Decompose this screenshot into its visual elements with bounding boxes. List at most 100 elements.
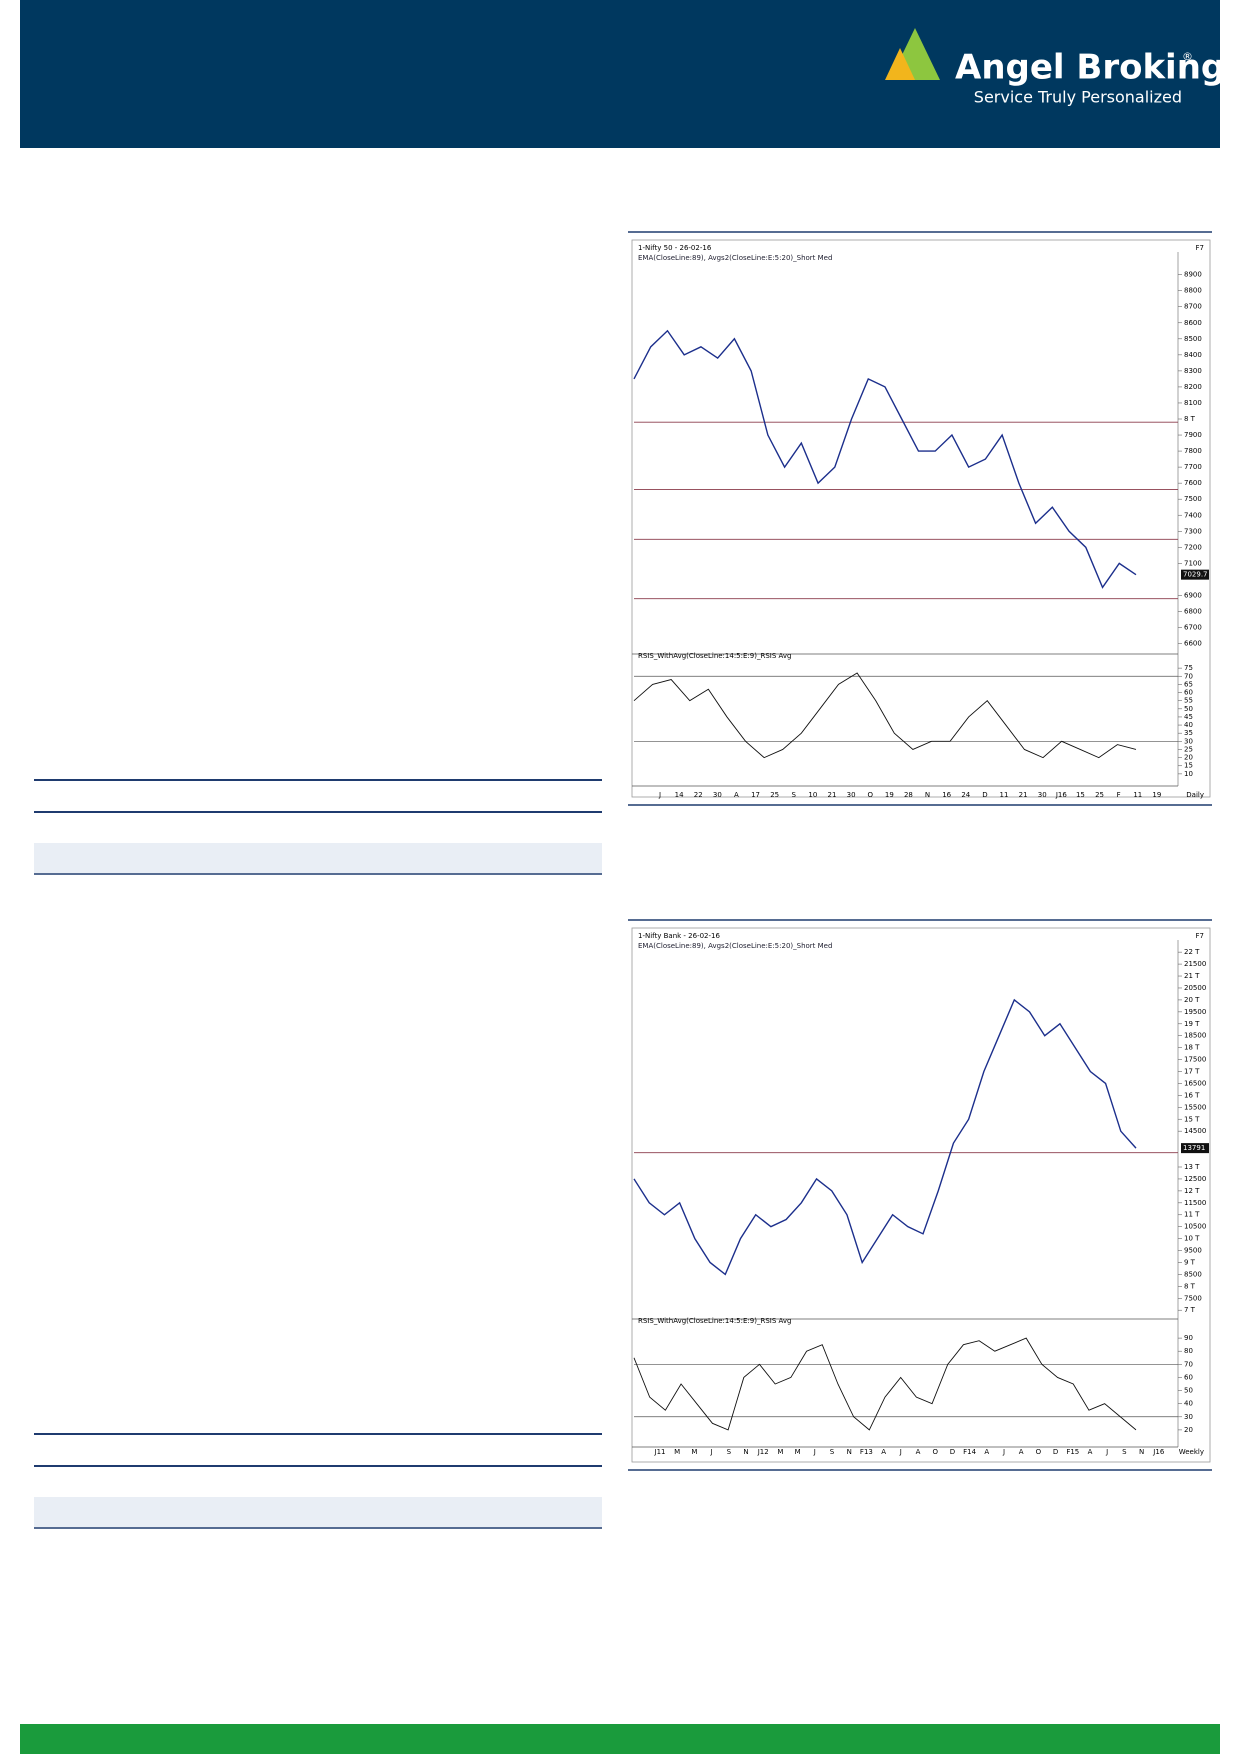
y-tick-label: 8500 <box>1184 1270 1202 1278</box>
y-tick-label: 6600 <box>1184 640 1202 648</box>
x-tick-label: S <box>1122 1448 1127 1456</box>
x-tick-label: 25 <box>1095 791 1104 799</box>
y-tick-label: 15 T <box>1184 1115 1200 1123</box>
x-tick-label: 10 <box>808 791 817 799</box>
y-tick-label: 8400 <box>1184 351 1202 359</box>
x-tick-label: D <box>950 1448 955 1456</box>
y-tick-label: 8800 <box>1184 287 1202 295</box>
x-tick-label: M <box>691 1448 697 1456</box>
x-tick-label: J <box>813 1448 816 1456</box>
x-tick-label: 21 <box>828 791 837 799</box>
table-outline <box>34 779 602 1529</box>
y-tick-label: 40 <box>1184 721 1193 729</box>
y-tick-label: 70 <box>1184 1360 1193 1368</box>
y-tick-label: 50 <box>1184 1387 1193 1395</box>
y-tick-label: 8300 <box>1184 367 1202 375</box>
y-tick-label: 14500 <box>1184 1127 1206 1135</box>
x-tick-label: J16 <box>1055 791 1068 799</box>
y-tick-label: 21 T <box>1184 972 1200 980</box>
chart-frame <box>631 927 1211 1463</box>
y-tick-label: 40 <box>1184 1400 1193 1408</box>
y-tick-label: 7900 <box>1184 431 1202 439</box>
y-tick-label: 7200 <box>1184 543 1202 551</box>
x-tick-label: A <box>984 1448 989 1456</box>
x-tick-label: N <box>743 1448 748 1456</box>
x-tick-label: J <box>1002 1448 1005 1456</box>
y-tick-label: 17500 <box>1184 1056 1206 1064</box>
logo: Angel Broking ® Service Truly Personaliz… <box>885 28 1225 107</box>
y-tick-label: 7100 <box>1184 559 1202 567</box>
x-tick-label: 25 <box>770 791 779 799</box>
x-tick-label: 19 <box>885 791 894 799</box>
chart-frame <box>631 239 1211 798</box>
y-tick-label: 18500 <box>1184 1032 1206 1040</box>
x-tick-label: 17 <box>751 791 760 799</box>
y-tick-label: 7400 <box>1184 511 1202 519</box>
chart-subtitle: EMA(CloseLine:89), Avgs2(CloseLine:E:5:2… <box>638 942 832 950</box>
y-tick-label: 20500 <box>1184 984 1206 992</box>
chart-subtitle: EMA(CloseLine:89), Avgs2(CloseLine:E:5:2… <box>638 254 832 262</box>
x-tick-label: M <box>674 1448 680 1456</box>
y-tick-label: 7600 <box>1184 479 1202 487</box>
x-tick-label: F13 <box>860 1448 873 1456</box>
y-tick-label: 12500 <box>1184 1175 1206 1183</box>
corner-label: F7 <box>1196 244 1204 252</box>
x-tick-label: O <box>932 1448 938 1456</box>
y-tick-label: 21500 <box>1184 960 1206 968</box>
y-tick-label: 50 <box>1184 705 1193 713</box>
y-tick-label: 11500 <box>1184 1199 1206 1207</box>
y-tick-label: 8200 <box>1184 383 1202 391</box>
y-tick-label: 8 T <box>1184 415 1196 423</box>
y-tick-label: 8600 <box>1184 319 1202 327</box>
x-tick-label: A <box>734 791 739 799</box>
x-tick-label: J11 <box>654 1448 666 1456</box>
y-tick-label: 17 T <box>1184 1068 1200 1076</box>
x-tick-label: J16 <box>1152 1448 1165 1456</box>
y-tick-label: 75 <box>1184 664 1193 672</box>
y-tick-label: 80 <box>1184 1347 1193 1355</box>
rsi-label: RSIS_WithAvg(CloseLine:14:5:E:9)_RSIS Av… <box>638 1317 791 1325</box>
x-tick-label: 16 <box>942 791 951 799</box>
rsi-label: RSIS_WithAvg(CloseLine:14:5:E:9)_RSIS Av… <box>638 652 791 660</box>
y-tick-label: 7500 <box>1184 1294 1202 1302</box>
period-label: Weekly <box>1179 1448 1204 1456</box>
y-tick-label: 65 <box>1184 680 1193 688</box>
x-tick-label: 30 <box>1038 791 1047 799</box>
y-tick-label: 30 <box>1184 737 1193 745</box>
y-tick-label: 9500 <box>1184 1247 1202 1255</box>
y-tick-label: 10 T <box>1184 1235 1200 1243</box>
x-tick-label: F15 <box>1066 1448 1079 1456</box>
y-tick-label: 16 T <box>1184 1091 1200 1099</box>
y-tick-label: 6900 <box>1184 591 1202 599</box>
x-tick-label: M <box>795 1448 801 1456</box>
price-badge <box>1181 1143 1209 1154</box>
y-tick-label: 20 <box>1184 1426 1193 1434</box>
footer-bar <box>20 1724 1220 1754</box>
y-tick-label: 6800 <box>1184 608 1202 616</box>
y-tick-label: 55 <box>1184 697 1193 705</box>
y-tick-label: 10500 <box>1184 1223 1206 1231</box>
price-label: 13791 <box>1183 1144 1205 1152</box>
y-tick-label: 7700 <box>1184 463 1202 471</box>
rsi-line <box>633 1337 1137 1431</box>
x-tick-label: 14 <box>675 791 684 799</box>
x-tick-label: 19 <box>1152 791 1161 799</box>
y-tick-label: 20 T <box>1184 996 1200 1004</box>
y-tick-label: 6700 <box>1184 624 1202 632</box>
registered: ® <box>1182 50 1193 63</box>
y-tick-label: 18 T <box>1184 1044 1200 1052</box>
x-tick-label: A <box>881 1448 886 1456</box>
x-tick-label: F14 <box>963 1448 976 1456</box>
price-label: 7029.7 <box>1183 571 1208 579</box>
x-tick-label: 21 <box>1019 791 1028 799</box>
y-tick-label: 15 <box>1184 762 1193 770</box>
x-tick-label: A <box>916 1448 921 1456</box>
tagline: Service Truly Personalized <box>974 88 1182 107</box>
y-tick-label: 19500 <box>1184 1008 1206 1016</box>
logo-mark <box>885 48 915 80</box>
chart-title: 1-Nifty 50 - 26-02-16 <box>638 244 712 252</box>
y-tick-label: 8500 <box>1184 335 1202 343</box>
y-tick-label: 8 T <box>1184 1282 1196 1290</box>
